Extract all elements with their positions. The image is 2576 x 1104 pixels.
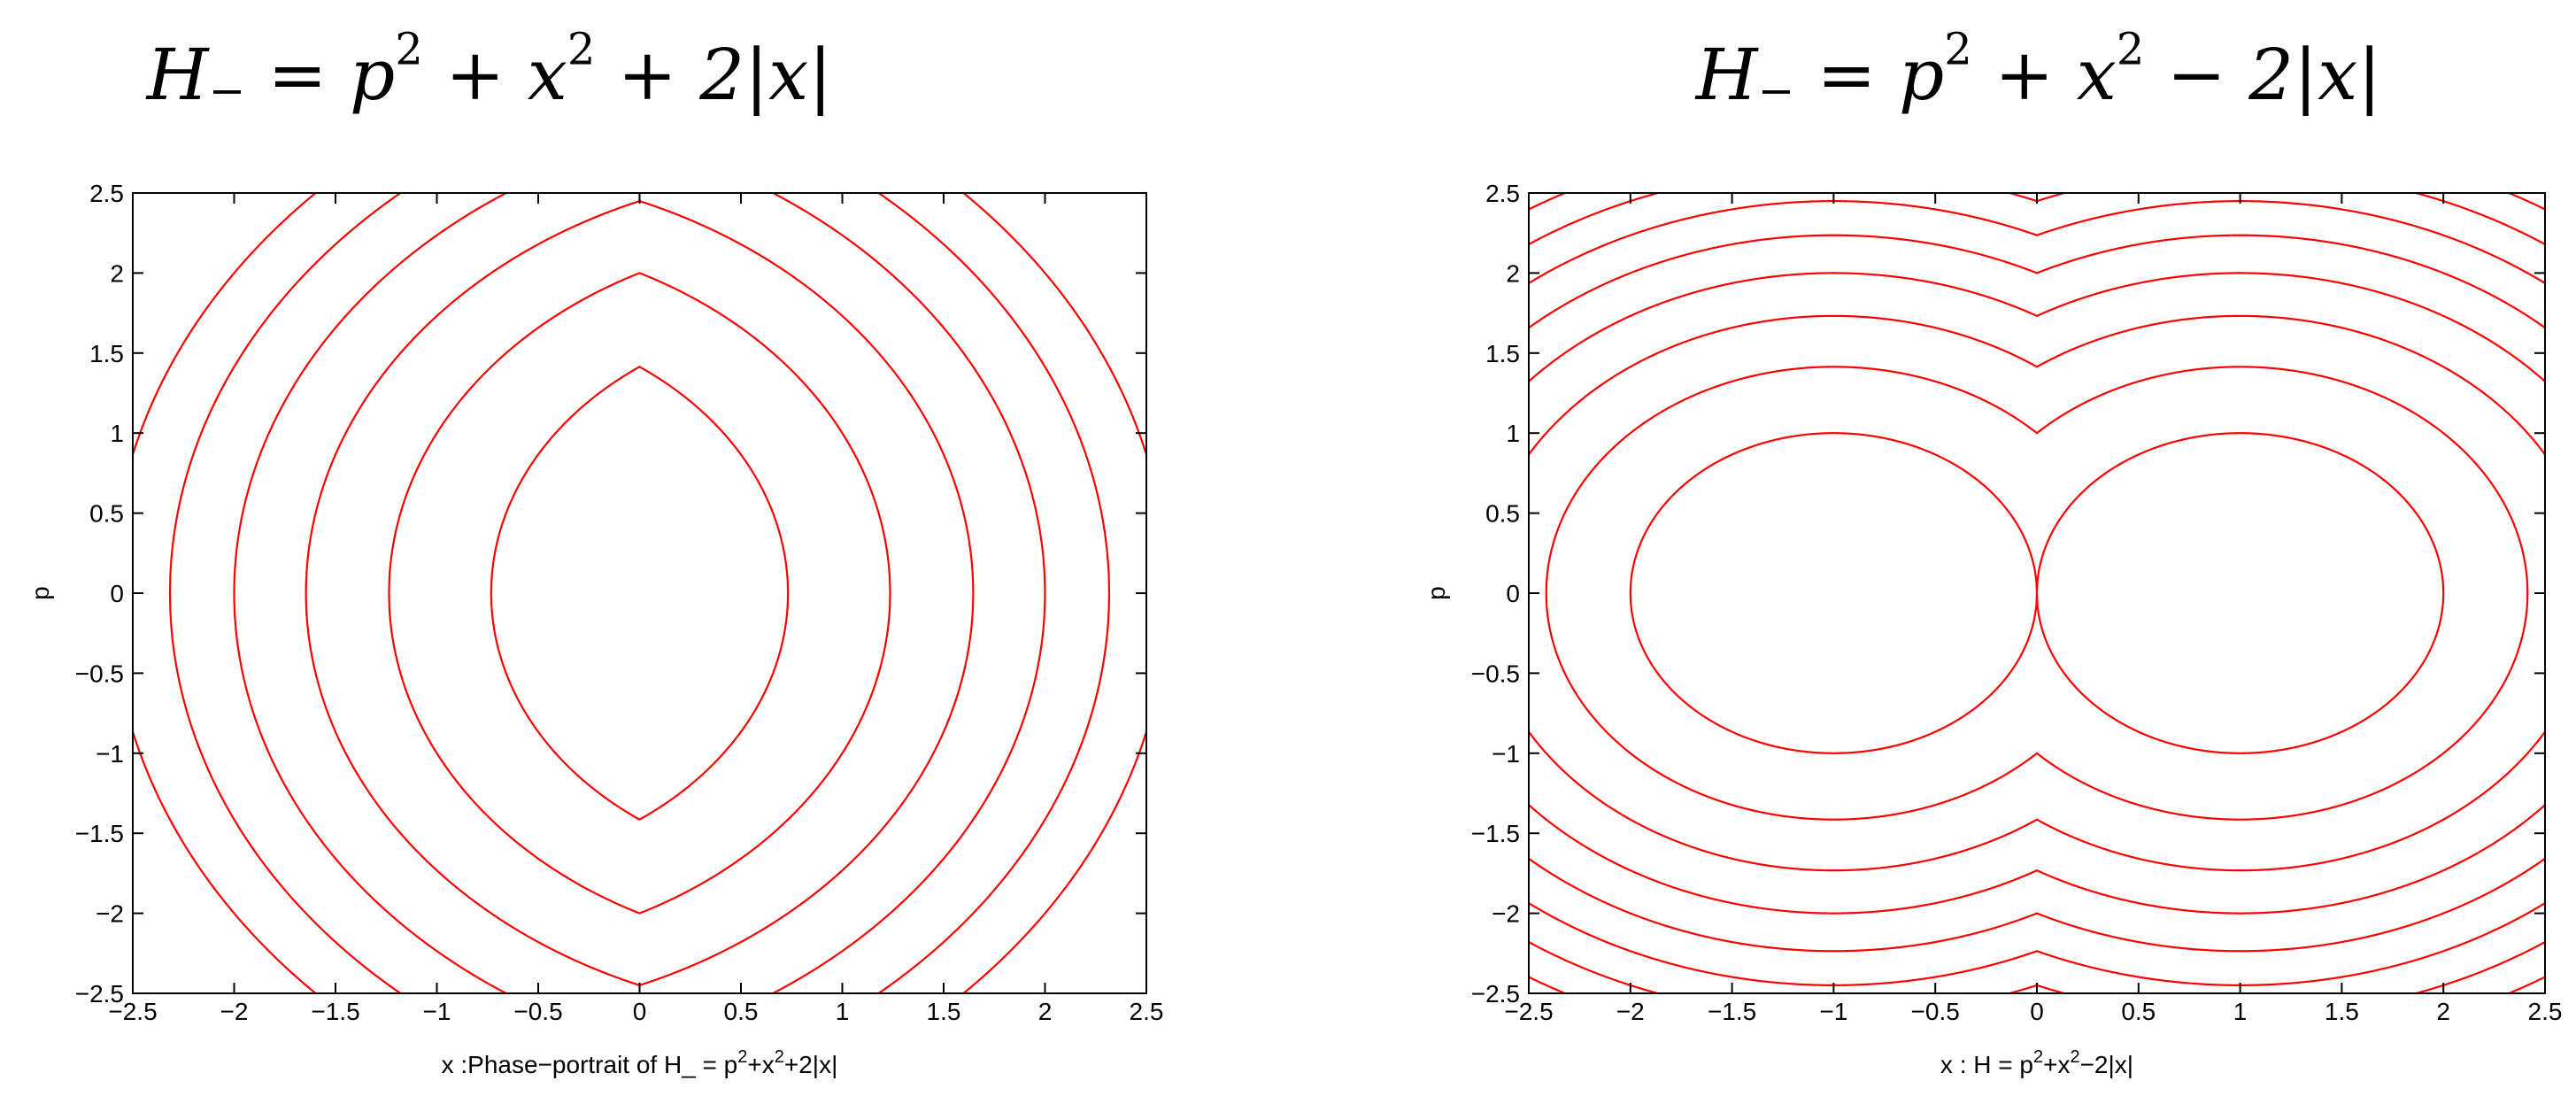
x-axis-label: x :Phase−portrait of H_ = p2+x2+2|x| [442,1047,838,1078]
contour-line-h4 [1529,234,2545,953]
plot-frame [132,192,1147,994]
x-tick-label: −1 [423,998,451,1025]
contour-line-h7 [1529,193,2545,993]
plot-left: −2.5 −2 −1.5 −1 −0.5 0 0.5 1 1.5 2 2.5 −2.5 −2 −1.5 −1… [27,180,1164,1078]
y-tick-label: −1 [96,740,124,768]
x-tick-label: 2.5 [1130,998,1164,1025]
x-tick-label: 0.5 [2121,998,2156,1025]
contour-line-h6 [305,199,975,987]
contour-group [133,193,1146,993]
y-tick-label: −2.5 [75,980,124,1007]
x-tick-label: 1 [2233,998,2248,1025]
y-tick-label: −1.5 [75,820,124,847]
x-tick-label: 1 [836,998,850,1025]
contour-group [1529,193,2545,993]
x-tick-label: 1.5 [2325,998,2359,1025]
x-tick-label: 1.5 [927,998,961,1025]
contour-line-h8 [233,193,1046,993]
x-tick-label: 0 [633,998,647,1025]
x-tick-label: −2.5 [1504,998,1553,1025]
contour-line-h2 [1529,314,2545,872]
x-axis-label: x : H = p2+x2−2|x| [1940,1047,2133,1078]
contour-line-h6 [1529,193,2545,993]
y-tick-label: −0.5 [75,660,124,687]
contour-line-h0 [1629,432,2445,754]
x-tick-label: 0.5 [724,998,759,1025]
x-tick-label: −1 [1819,998,1847,1025]
x-tick-label: 2.5 [2528,998,2563,1025]
y-tick-label: −1.5 [1471,820,1520,847]
y-tick-label: −2 [1492,900,1520,928]
y-tick-label: 2.5 [89,180,124,207]
plot-right: −2.5 −2 −1.5 −1 −0.5 0 0.5 1 1.5 2 2.5 −2.5 −2 −1.5 −1… [1423,180,2563,1078]
chart-title-left: H− = p2 + x2 + 2|x| [146,23,833,117]
x-tick-label: −2 [1616,998,1645,1025]
y-tick-label: 2 [1506,259,1520,287]
x-tick-label: 2 [2436,998,2450,1025]
y-tick-label: 1 [1506,420,1520,447]
contour-line-h5 [1529,200,2545,986]
x-tick-label: −2.5 [108,998,157,1025]
y-tick-label: 1 [110,420,124,447]
contour-line-h1 [1545,366,2529,821]
x-tick-label: −1.5 [1708,998,1756,1025]
x-tick-label: −1.5 [311,998,359,1025]
contour-line-h2 [490,366,790,821]
y-tick-label: −2.5 [1471,980,1520,1007]
y-tick-label: −0.5 [1471,660,1520,687]
x-tick-label: 0 [2030,998,2044,1025]
y-axis-label: p [1423,586,1450,600]
contour-line-h10 [168,193,1111,993]
y-tick-label: −2 [96,900,124,928]
y-tick-label: 0 [110,580,124,607]
y-tick-label: 0 [1506,580,1520,607]
contour-line-h4 [388,272,891,915]
y-tick-label: 1.5 [89,340,124,367]
contour-line-h3 [1529,272,2545,915]
y-tick-label: −1 [1492,740,1520,768]
x-tick-label: −0.5 [1911,998,1960,1025]
y-tick-label: 0.5 [1485,500,1520,528]
y-axis-label: p [27,586,54,600]
chart-title-right: H− = p2 + x2 − 2|x| [1695,23,2382,117]
x-tick-label: −0.5 [513,998,562,1025]
x-tick-label: 2 [1038,998,1053,1025]
x-tick-label: −2 [220,998,249,1025]
y-tick-label: 2 [110,259,124,287]
y-tick-label: 2.5 [1485,180,1520,207]
y-tick-label: 0.5 [89,500,124,528]
y-tick-label: 1.5 [1485,340,1520,367]
